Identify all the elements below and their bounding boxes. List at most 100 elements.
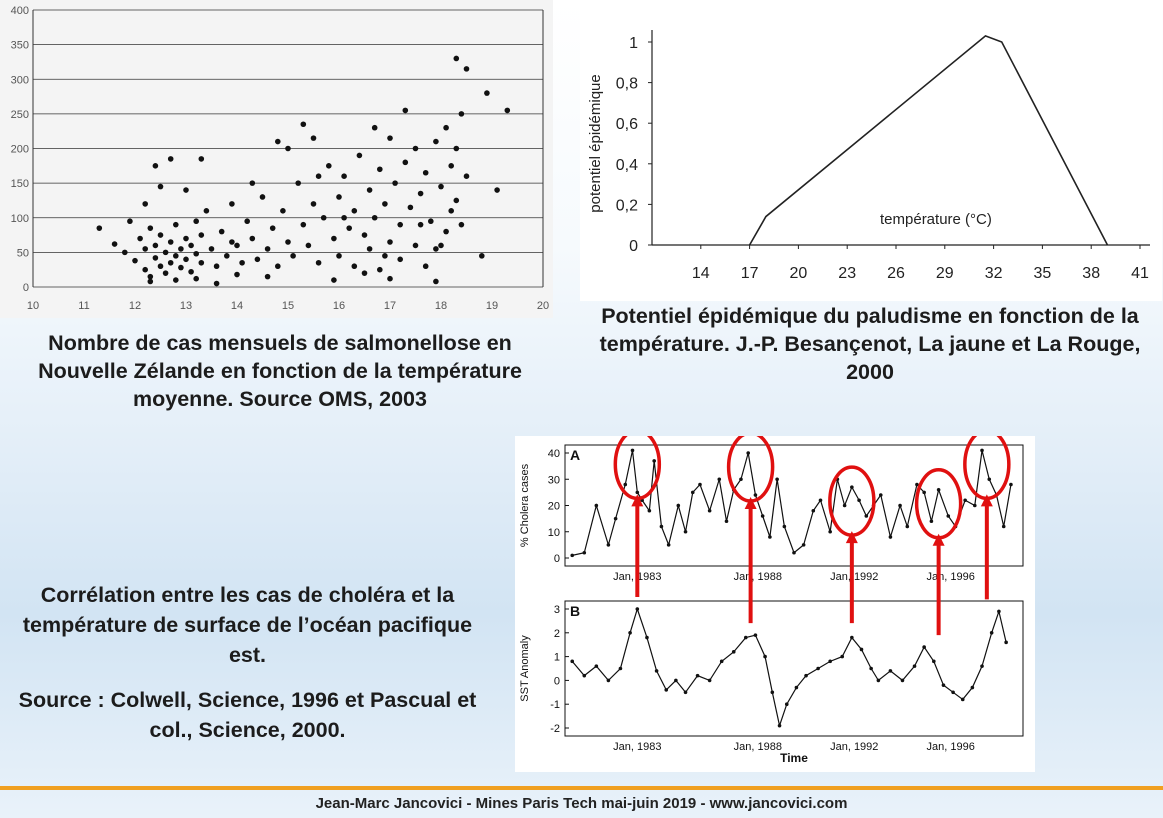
data-point [676,503,681,508]
malaria-line-chart: 0 0,2 0,4 0,6 0,8 1 14 17 20 23 26 29 32 35 38 41 tempér… [587,30,1150,282]
data-point [142,246,148,252]
data-point [743,635,748,640]
x-tick-label: 29 [936,265,954,282]
data-point [878,493,883,497]
data-point [775,477,779,482]
data-point [989,631,994,635]
data-point [417,221,424,228]
data-point [864,514,869,518]
data-point [951,690,955,695]
data-point [739,477,743,482]
data-point [402,159,409,166]
data-point [162,249,169,256]
footer-credit: Jean-Marc Jancovici - Mines Paris Tech m… [315,795,848,812]
data-point [387,275,393,282]
data-point [932,659,936,664]
x-tick-label: 10 [27,300,39,312]
cholera-source: Source : Colwell, Science, 1996 et Pascu… [18,688,477,742]
data-point [763,654,767,659]
data-point [438,183,444,190]
y-tick-label: 0 [554,675,560,687]
x-tick-label: 16 [333,300,345,312]
malaria-chart-panel: 0 0,2 0,4 0,6 0,8 1 14 17 20 23 26 29 32 35 38 41 tempér… [580,5,1162,301]
data-point [869,666,873,671]
data-point [157,263,164,270]
data-point [137,235,143,242]
data-point [336,253,342,259]
data-point [326,163,332,169]
x-tick-label: 19 [486,300,498,312]
y-tick-label: -1 [550,699,560,711]
data-point [929,519,934,524]
y-tick-label: -2 [550,723,560,735]
data-point [377,266,383,273]
data-point [371,124,378,131]
data-point [198,232,205,238]
data-point [310,135,317,141]
data-point [453,145,460,152]
y-tick-label: 3 [554,604,560,616]
data-point [254,256,261,263]
data-point [198,259,205,266]
data-point [458,221,465,228]
data-point [412,145,419,152]
data-point [453,55,460,62]
data-point [594,503,599,508]
x-tick-label: 17 [741,265,759,282]
data-point [193,218,199,225]
data-point [753,493,758,497]
x-tick-label: 13 [180,300,192,312]
y-tick-label: 100 [11,213,29,225]
data-point [635,490,640,495]
data-point [652,459,656,463]
data-point [784,702,789,706]
data-point [249,235,256,242]
data-point [443,124,449,131]
data-point [162,270,169,276]
data-point [801,543,806,547]
y-tick-label: 0,2 [616,197,638,214]
data-point [157,183,164,190]
data-point [936,487,941,492]
data-point [1009,482,1013,487]
salmonella-caption: Nombre de cas mensuels de salmonellose e… [38,331,522,411]
data-point [387,239,393,245]
data-point [244,218,250,225]
data-point [946,514,951,518]
data-point [417,190,424,197]
x-tick-label: 14 [231,300,243,312]
data-point [213,263,220,270]
data-point [898,503,902,508]
data-point [203,208,210,214]
data-point [888,535,893,539]
data-point [229,239,235,245]
data-point [840,654,845,659]
data-point [448,208,455,214]
y-axis-label: SST Anomaly [519,635,531,702]
data-point [152,242,159,249]
salmonella-chart-panel: 0 50 100 150 200 250 300 350 400 10 11 12 13 14 15 16 17… [0,0,553,318]
y-tick-label: 1 [554,652,560,664]
y-tick-label: 350 [11,40,29,52]
data-point [970,685,975,690]
data-point [582,550,587,555]
data-point [402,107,409,114]
data-point [229,201,235,207]
data-point [213,280,220,287]
panel-label: B [570,603,580,619]
data-point [167,259,174,266]
data-point [915,482,919,487]
data-point [122,249,128,256]
data-point [280,208,286,214]
data-point [504,107,511,114]
data-point [698,482,702,487]
x-axis-label: Time [780,751,808,765]
data-point [341,214,347,221]
data-point [147,225,154,231]
data-point [876,678,881,683]
data-point [664,688,669,692]
data-point [438,242,444,249]
data-point [922,645,926,649]
data-point [717,477,722,482]
data-point [397,221,404,228]
